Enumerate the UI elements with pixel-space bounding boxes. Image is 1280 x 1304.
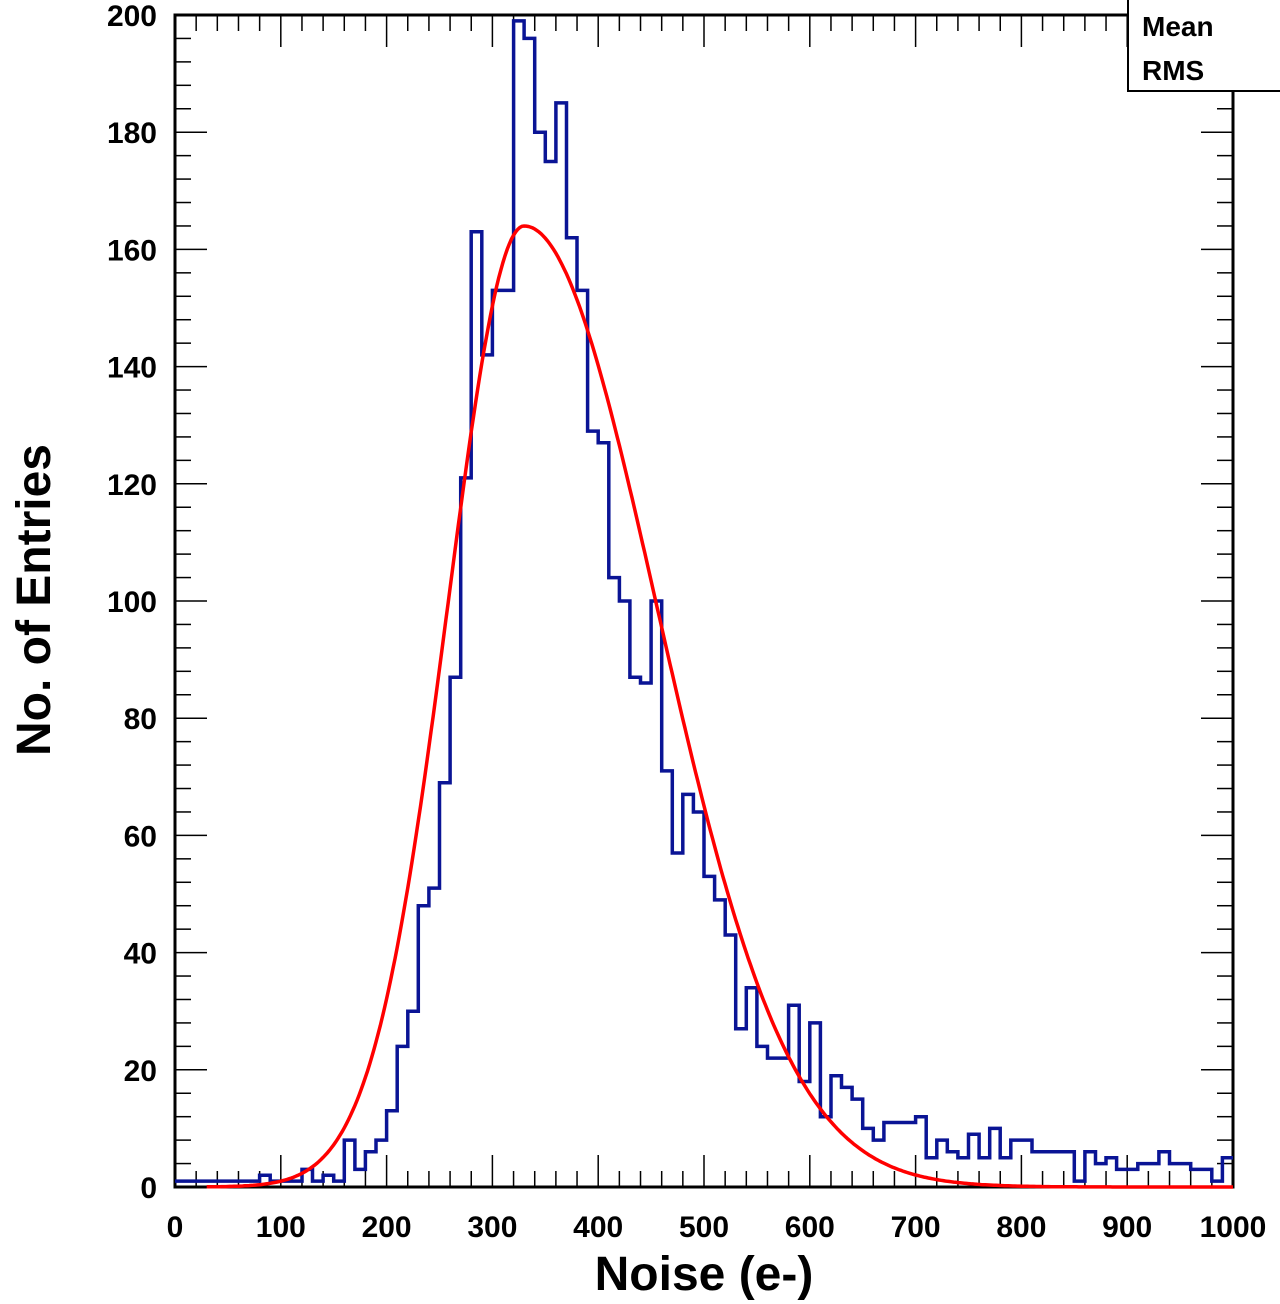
axis-ticks	[174, 14, 1234, 1188]
stats-label-rms: RMS	[1142, 55, 1204, 86]
y-tick-label: 120	[107, 469, 157, 502]
y-axis-title: No. of Entries	[8, 444, 61, 756]
y-tick-label: 0	[140, 1172, 157, 1205]
histogram-series	[175, 19, 1233, 1183]
stats-box-frame	[1127, 0, 1280, 92]
x-tick-label: 300	[467, 1211, 517, 1244]
x-tick-label: 500	[679, 1211, 729, 1244]
y-tick-label: 160	[107, 234, 157, 267]
x-tick-labels: 0 100 200 300 400 500 600 700 800 900 1000	[167, 1211, 1267, 1244]
y-tick-label: 100	[107, 586, 157, 619]
y-tick-label: 60	[124, 820, 157, 853]
stats-label-mean: Mean	[1142, 11, 1214, 42]
y-tick-label: 20	[124, 1055, 157, 1088]
x-tick-label: 100	[256, 1211, 306, 1244]
y-tick-label: 140	[107, 352, 157, 385]
y-tick-label: 200	[107, 0, 157, 33]
y-tick-label: 80	[124, 703, 157, 736]
x-tick-label: 400	[573, 1211, 623, 1244]
x-tick-label: 1000	[1200, 1211, 1267, 1244]
x-tick-label: 800	[996, 1211, 1046, 1244]
plot-frame	[173, 13, 1235, 1189]
fit-curve	[206, 224, 1233, 1189]
x-tick-label: 900	[1102, 1211, 1152, 1244]
x-tick-label: 200	[362, 1211, 412, 1244]
stats-box: Mean RMS	[1127, 0, 1280, 92]
x-tick-label: 600	[785, 1211, 835, 1244]
x-tick-label: 700	[891, 1211, 941, 1244]
y-tick-label: 180	[107, 117, 157, 150]
y-tick-labels: 0 20 40 60 80 100 120 140 160 180 200	[107, 0, 157, 1205]
x-tick-label: 0	[167, 1211, 184, 1244]
y-tick-label: 40	[124, 938, 157, 971]
x-axis-title: Noise (e-)	[595, 1248, 814, 1301]
